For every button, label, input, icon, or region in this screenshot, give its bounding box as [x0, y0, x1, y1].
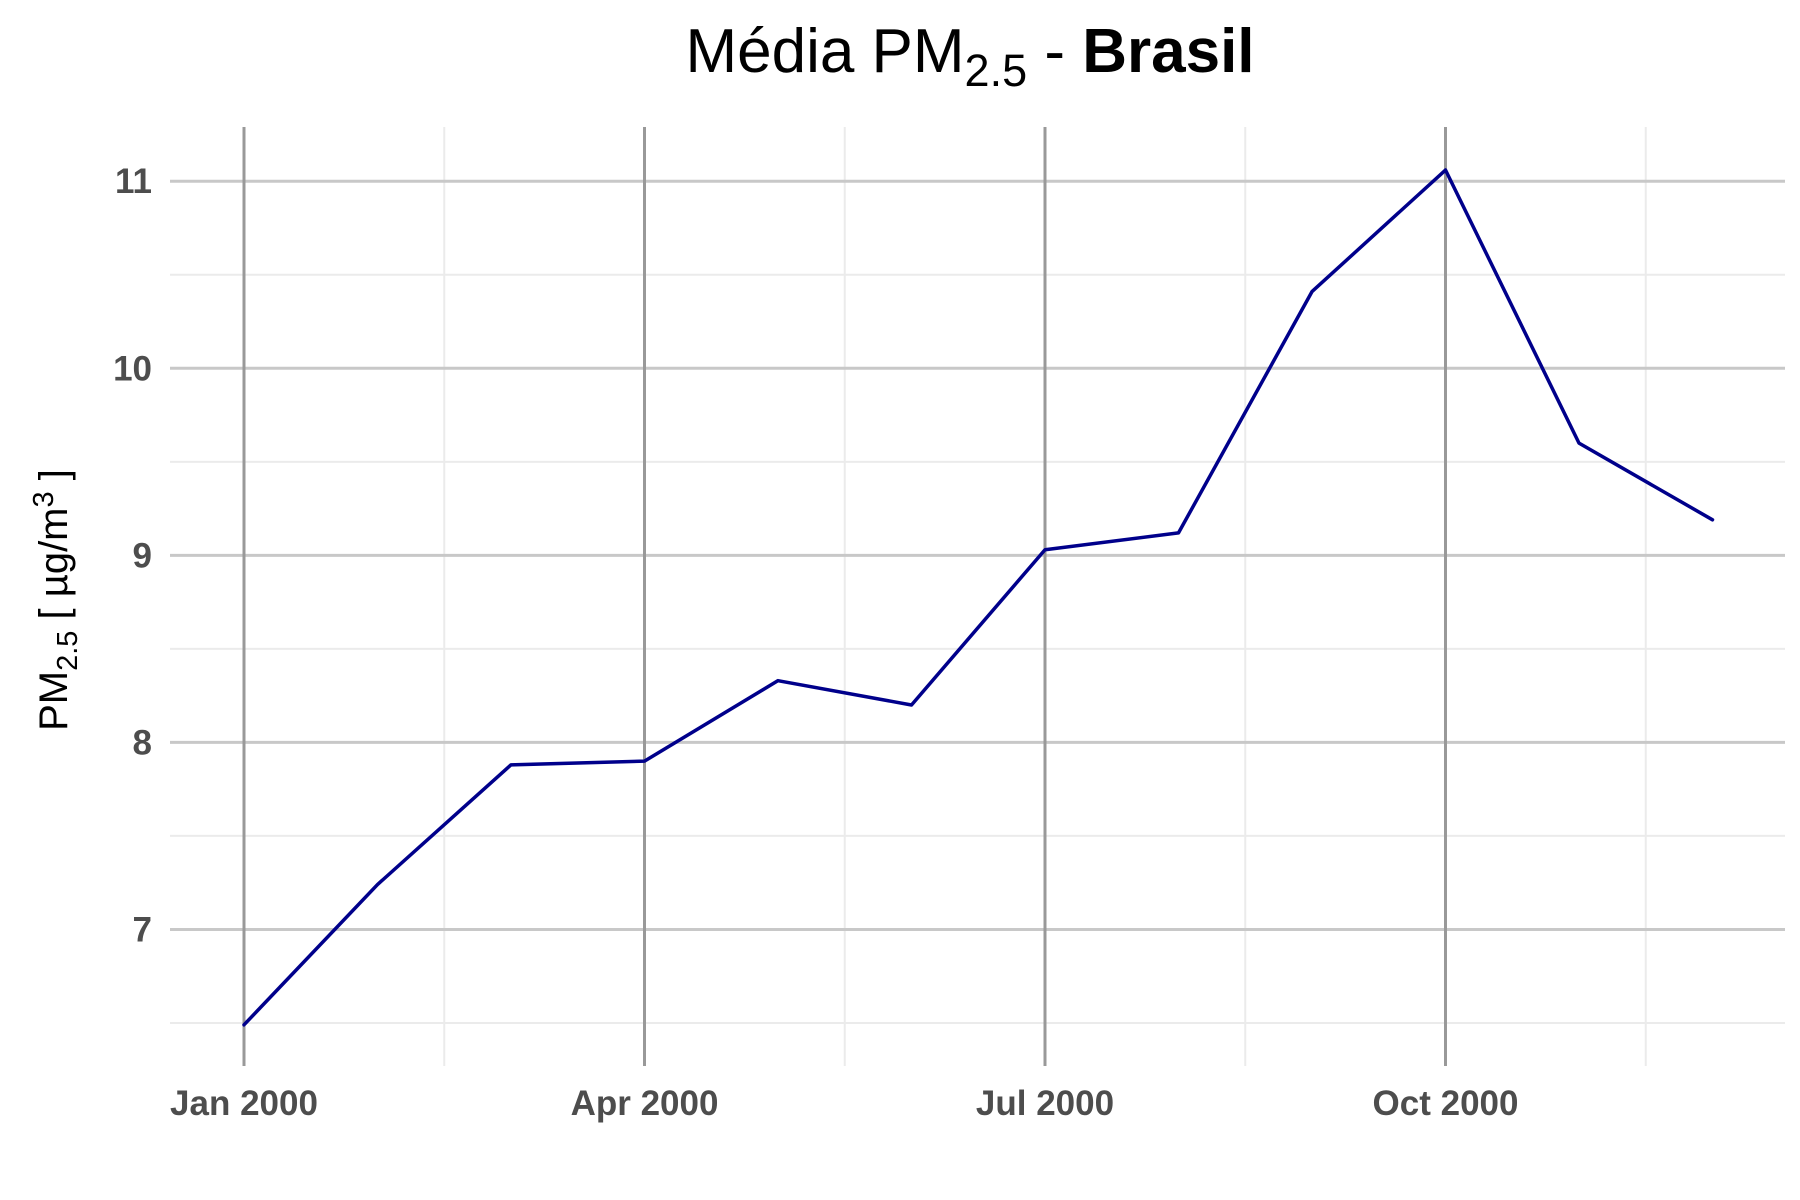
title-bold: Brasil: [1082, 17, 1254, 86]
ylabel-superscript: 3: [28, 491, 60, 507]
y-axis-ticks: 7 8 9 10 11: [113, 162, 152, 949]
x-tick-label: Jan 2000: [170, 1084, 318, 1123]
ylabel-suffix: ]: [32, 469, 76, 491]
grid: [170, 127, 1785, 1066]
x-axis-ticks: Jan 2000 Apr 2000 Jul 2000 Oct 2000: [170, 1084, 1518, 1123]
title-separator: -: [1027, 17, 1082, 86]
title-subscript: 2.5: [965, 45, 1028, 96]
y-axis-label: PM2.5 [ µg/m3 ]: [28, 469, 84, 731]
chart-title: Média PM2.5 - Brasil: [685, 17, 1254, 96]
ylabel-middle: [ µg/m: [32, 507, 76, 630]
title-prefix: Média PM: [685, 17, 964, 86]
series: [242, 168, 1715, 1027]
y-tick-label: 10: [113, 349, 152, 388]
ylabel-prefix: PM: [32, 671, 76, 731]
y-tick-label: 11: [115, 162, 152, 201]
series-line: [242, 168, 1715, 1027]
y-tick-label: 7: [133, 910, 152, 949]
y-tick-label: 9: [133, 536, 152, 575]
x-tick-label: Oct 2000: [1373, 1084, 1519, 1123]
x-tick-label: Apr 2000: [571, 1084, 719, 1123]
ylabel-subscript: 2.5: [52, 631, 84, 671]
y-tick-label: 8: [133, 723, 152, 762]
x-tick-label: Jul 2000: [976, 1084, 1114, 1123]
